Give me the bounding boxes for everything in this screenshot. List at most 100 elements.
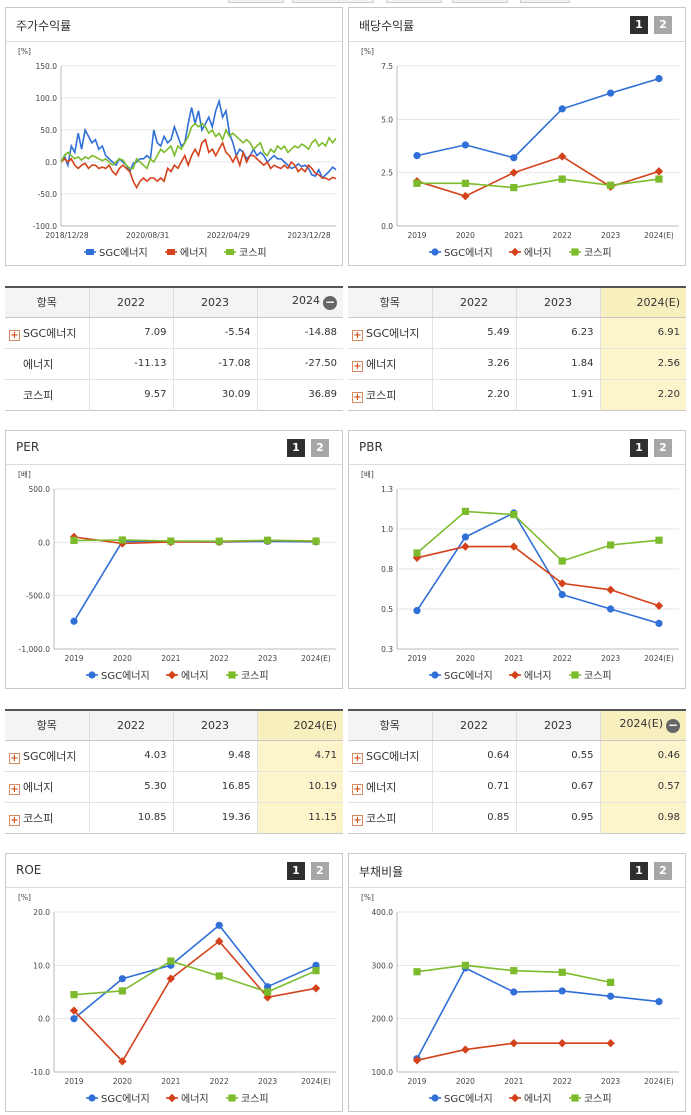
- expand-icon[interactable]: +: [352, 329, 363, 341]
- y-tick-label: 5.0: [381, 115, 393, 124]
- legend-swatch: [226, 249, 234, 255]
- collapse-icon[interactable]: −: [323, 295, 337, 311]
- row-label-cell: + 코스피: [348, 802, 432, 833]
- chart-legend: SGC에너지 에너지 코스피: [429, 1093, 612, 1105]
- table-cell: 0.95: [515, 802, 600, 833]
- top-tab-2[interactable]: [292, 0, 374, 3]
- y-tick-label: 500.0: [29, 485, 51, 494]
- table-cell: 2.56: [599, 348, 686, 380]
- legend-item: 에너지: [509, 670, 552, 682]
- expand-icon[interactable]: +: [9, 329, 20, 341]
- series-line: [416, 966, 660, 1060]
- legend-label: SGC에너지: [444, 247, 493, 259]
- row-label[interactable]: 코스피: [23, 811, 54, 825]
- row-label[interactable]: 에너지: [366, 357, 397, 371]
- table-cell: 9.57: [88, 379, 173, 410]
- page-2-button[interactable]: 2: [311, 439, 329, 457]
- legend-swatch: [86, 249, 94, 255]
- table-cell: -27.50: [256, 348, 343, 380]
- page-2-button[interactable]: 2: [654, 439, 672, 457]
- page-1-button[interactable]: 1: [630, 439, 648, 457]
- data-point: [70, 617, 78, 625]
- expand-icon[interactable]: +: [352, 752, 363, 764]
- data-point: [70, 1015, 78, 1023]
- page-1-button[interactable]: 1: [630, 862, 648, 880]
- y-tick-label: 1.0: [381, 525, 393, 534]
- y-tick-label: 7.5: [381, 62, 393, 71]
- series-line: [416, 77, 660, 159]
- row-label[interactable]: SGC에너지: [23, 326, 77, 340]
- panel-title: PBR: [359, 440, 383, 454]
- x-tick-label: 2021: [504, 654, 523, 663]
- series-line: [73, 540, 317, 622]
- axis-unit-label: [%]: [18, 47, 31, 56]
- data-point: [510, 988, 518, 996]
- chart-legend: SGC에너지 에너지 코스피: [86, 670, 269, 682]
- page-2-button[interactable]: 2: [654, 862, 672, 880]
- page-1-button[interactable]: 1: [287, 862, 305, 880]
- y-tick-label: 2.5: [381, 169, 393, 178]
- row-label[interactable]: 에너지: [23, 780, 54, 794]
- column-header-label: 2024(E): [636, 295, 680, 309]
- x-tick-label: 2023: [601, 654, 620, 663]
- table-header-row: 항목 2022 2023 2024(E) −: [348, 710, 686, 741]
- data-point: [215, 972, 223, 980]
- data-point: [461, 961, 469, 969]
- column-header: 2024−: [256, 287, 343, 318]
- x-tick-label: 2022: [553, 231, 572, 240]
- page-2-button[interactable]: 2: [311, 862, 329, 880]
- row-label-cell: + SGC에너지: [348, 740, 432, 772]
- debt-ratio-panel: 부채비율 1 2 [%] 400.0 300.0 200.0 100.0 2019 2020…: [348, 853, 686, 1112]
- data-point: [461, 179, 469, 187]
- table-cell: 11.15: [256, 802, 343, 833]
- page-2-button[interactable]: 2: [654, 16, 672, 34]
- row-label[interactable]: SGC에너지: [23, 749, 77, 763]
- column-header: 2022: [431, 287, 516, 318]
- expand-icon[interactable]: +: [352, 360, 363, 372]
- expand-icon[interactable]: +: [9, 783, 20, 795]
- y-tick-label: -1,000.0: [19, 645, 51, 654]
- dividend-yield-table: 항목 2022 2023 2024(E) + SGC에너지 5.49 6.23 6.91 + 에너지…: [348, 286, 686, 411]
- panel-title: PER: [16, 440, 40, 454]
- expand-icon[interactable]: +: [352, 783, 363, 795]
- column-header: 2023: [515, 287, 600, 318]
- table-row: + 코스피 0.85 0.95 0.98: [348, 802, 686, 833]
- collapse-icon[interactable]: −: [666, 718, 680, 734]
- top-tab-5[interactable]: [520, 0, 570, 3]
- row-label[interactable]: 코스피: [366, 811, 397, 825]
- table-cell: 30.09: [172, 379, 257, 410]
- y-tick-label: 20.0: [33, 908, 50, 917]
- expand-icon[interactable]: +: [352, 814, 363, 826]
- data-point: [655, 536, 663, 544]
- table-row: + 에너지 3.26 1.84 2.56: [348, 348, 686, 380]
- data-point: [606, 1039, 615, 1048]
- table-cell: 0.67: [515, 771, 600, 803]
- chart-legend: SGC에너지 에너지 코스피: [429, 670, 612, 682]
- data-point: [607, 541, 615, 549]
- expand-icon[interactable]: +: [352, 391, 363, 403]
- top-tab-1[interactable]: [228, 0, 284, 3]
- row-label[interactable]: 코스피: [366, 388, 397, 402]
- top-tab-4[interactable]: [452, 0, 508, 3]
- column-header: 2023: [515, 710, 600, 741]
- row-label[interactable]: SGC에너지: [366, 749, 420, 763]
- stock-return-chart: [%] 150.0 100.0 50.0 0.0 -50.0 -100.02018/12/2…: [18, 47, 337, 259]
- data-point: [655, 619, 663, 627]
- row-label[interactable]: 에너지: [366, 780, 397, 794]
- data-point: [510, 184, 518, 192]
- data-point: [412, 1056, 422, 1065]
- roe-panel: ROE 1 2 [%] 20.0 10.0 0.0 -10.0 2019 2020 2021 2…: [5, 853, 343, 1112]
- axis-unit-label: [배]: [18, 470, 31, 479]
- table-row: + 코스피 2.20 1.91 2.20: [348, 379, 686, 410]
- data-point: [70, 991, 78, 999]
- expand-icon[interactable]: +: [9, 752, 20, 764]
- axis-unit-label: [%]: [361, 893, 374, 902]
- row-label[interactable]: SGC에너지: [366, 326, 420, 340]
- page-1-button[interactable]: 1: [630, 16, 648, 34]
- table-cell: 19.36: [172, 802, 257, 833]
- axis-unit-label: [%]: [18, 893, 31, 902]
- top-tab-3[interactable]: [386, 0, 442, 3]
- y-tick-label: 100.0: [36, 94, 58, 103]
- expand-icon[interactable]: +: [9, 814, 20, 826]
- page-1-button[interactable]: 1: [287, 439, 305, 457]
